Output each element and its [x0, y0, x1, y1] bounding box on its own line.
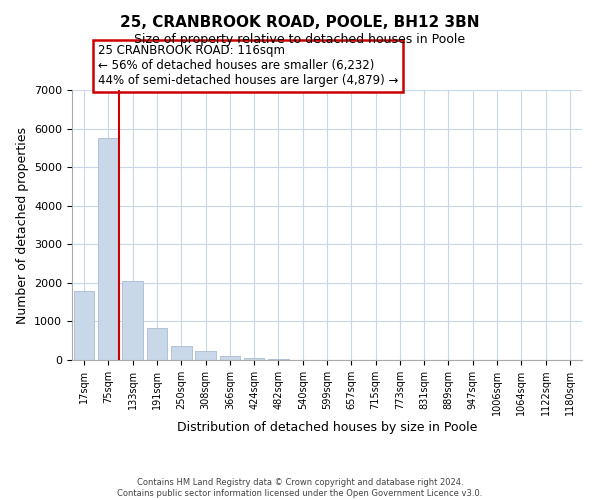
- Text: Size of property relative to detached houses in Poole: Size of property relative to detached ho…: [134, 32, 466, 46]
- Bar: [268, 359, 289, 360]
- Bar: [244, 358, 265, 360]
- Bar: [74, 292, 94, 360]
- Bar: [171, 346, 191, 360]
- Bar: [195, 351, 216, 360]
- Text: Contains HM Land Registry data © Crown copyright and database right 2024.
Contai: Contains HM Land Registry data © Crown c…: [118, 478, 482, 498]
- Bar: [220, 356, 240, 360]
- Bar: [98, 138, 119, 360]
- X-axis label: Distribution of detached houses by size in Poole: Distribution of detached houses by size …: [177, 421, 477, 434]
- Y-axis label: Number of detached properties: Number of detached properties: [16, 126, 29, 324]
- Bar: [122, 280, 143, 360]
- Bar: [146, 328, 167, 360]
- Text: 25 CRANBROOK ROAD: 116sqm
← 56% of detached houses are smaller (6,232)
44% of se: 25 CRANBROOK ROAD: 116sqm ← 56% of detac…: [97, 44, 398, 88]
- Text: 25, CRANBROOK ROAD, POOLE, BH12 3BN: 25, CRANBROOK ROAD, POOLE, BH12 3BN: [120, 15, 480, 30]
